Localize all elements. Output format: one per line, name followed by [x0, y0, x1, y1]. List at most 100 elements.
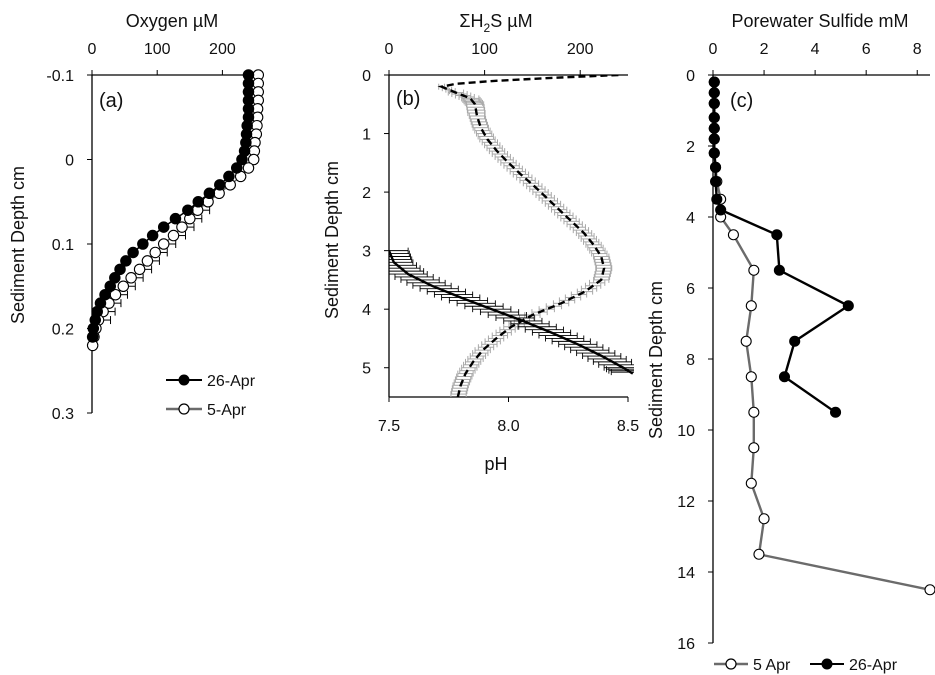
panel-b-series-h2s — [437, 75, 619, 397]
data-point — [748, 406, 760, 418]
data-point — [727, 229, 739, 241]
data-point — [758, 513, 770, 525]
panel-a-legend: 26-Apr 5-Apr — [166, 373, 256, 419]
panel-b-label: (b) — [396, 88, 420, 110]
data-point — [711, 193, 723, 205]
data-point — [708, 133, 720, 145]
legend-26apr-label: 26-Apr — [849, 657, 898, 674]
legend-26-apr-label: 26-Apr — [207, 373, 256, 390]
panel-a-y-tick-label: -0.1 — [46, 68, 74, 85]
data-point — [708, 122, 720, 134]
panel-c-series — [708, 76, 935, 596]
data-point — [745, 300, 757, 312]
data-point — [127, 246, 139, 259]
data-point — [133, 263, 146, 276]
panel-b-y-tick-label: 5 — [362, 361, 371, 378]
data-point — [167, 229, 180, 242]
panel-c-x-tick-label: 4 — [811, 41, 820, 58]
panel-a-series-26-apr — [86, 69, 255, 343]
panel-b-y-tick-label: 3 — [362, 244, 371, 261]
data-point — [137, 238, 149, 250]
series-line — [713, 82, 851, 414]
panel-a-x-tick-label: 200 — [209, 41, 236, 58]
data-point — [708, 97, 720, 109]
data-point — [842, 300, 854, 312]
panel-c-y-tick-label: 2 — [686, 139, 695, 156]
panel-c-x-tick-label: 2 — [760, 41, 769, 58]
series-line — [91, 75, 260, 346]
panel-b-y-tick-label: 4 — [362, 302, 371, 319]
data-point — [223, 170, 235, 183]
data-point — [157, 238, 170, 250]
data-point — [230, 162, 243, 174]
panel-a-axes: 0 100 200 -0.1 0 0.1 0.2 0.3 — [46, 41, 255, 423]
panel-c-y-tick-label: 4 — [686, 210, 695, 227]
panel-c-y-tick-label: 14 — [677, 565, 695, 582]
data-point — [924, 584, 935, 596]
panel-b-plot-area — [389, 75, 634, 397]
data-point — [86, 331, 99, 343]
data-point — [247, 153, 260, 166]
data-point — [708, 76, 720, 88]
panel-a-y-tick-label: 0.2 — [52, 322, 74, 339]
h2s-line — [437, 75, 619, 397]
data-point — [192, 196, 205, 208]
data-point — [146, 229, 159, 242]
panel-c-x-tick-label: 6 — [862, 41, 871, 58]
panel-c-y-tick-label: 0 — [686, 68, 695, 85]
legend-26-apr-marker — [178, 374, 190, 386]
panel-a-label: (a) — [99, 90, 123, 112]
panel-b-y-tick-label: 1 — [362, 127, 371, 144]
data-point — [773, 264, 785, 276]
data-point — [182, 204, 194, 216]
data-point — [829, 406, 842, 418]
panel-c-x-tick-label: 8 — [913, 41, 922, 58]
panel-b-bottom-tick-label: 8.0 — [497, 418, 519, 435]
data-point — [745, 477, 757, 489]
panel-a-x-tick-label: 100 — [144, 41, 171, 58]
data-point — [778, 371, 791, 383]
panel-b-y-axis-label: Sediment Depth cm — [322, 161, 342, 319]
panel-a-title: Oxygen µM — [126, 11, 218, 31]
data-point — [104, 280, 117, 292]
data-point — [748, 264, 760, 276]
data-point — [125, 272, 137, 284]
panel-b-y-tick-label: 2 — [362, 185, 371, 202]
data-point — [157, 221, 170, 233]
data-point — [203, 187, 216, 200]
data-point — [141, 255, 154, 267]
data-point — [710, 175, 722, 188]
legend-5apr-label: 5 Apr — [753, 657, 791, 674]
panel-c-y-axis-label: Sediment Depth cm — [646, 281, 666, 439]
panel-b-series-ph — [389, 247, 634, 376]
data-point — [214, 179, 226, 191]
legend-5-apr-marker — [178, 403, 190, 415]
legend-5-apr-label: 5-Apr — [207, 402, 247, 419]
data-point — [236, 153, 248, 166]
panel-c-series-5-apr — [708, 76, 935, 596]
panel-b-top-tick-label: 0 — [385, 41, 394, 58]
panel-c-y-tick-label: 16 — [677, 636, 695, 653]
data-point — [708, 147, 720, 159]
panel-b-axes: 0 100 200 7.5 8.0 8.5 0 1 2 3 4 5 — [362, 41, 639, 435]
panel-c-legend: 5 Apr 26-Apr — [714, 657, 898, 674]
data-point — [771, 229, 783, 241]
panel-b-top-tick-label: 200 — [567, 41, 594, 58]
data-point — [176, 221, 188, 233]
panel-b-top-tick-label: 100 — [471, 41, 498, 58]
panel-c-y-tick-label: 8 — [686, 352, 695, 369]
ph-line — [389, 250, 634, 375]
panel-a-series — [86, 69, 265, 352]
panel-a-y-tick-label: 0.1 — [52, 237, 74, 254]
panel-c-label: (c) — [730, 90, 753, 112]
panel-b-y-tick-label: 0 — [362, 68, 371, 85]
panel-b-h2s-ph-chart: ΣH2S µM (b) Sediment Depth cm pH 0 100 200… — [322, 11, 639, 474]
data-point — [708, 87, 720, 99]
panel-b-bottom-tick-label: 8.5 — [617, 418, 639, 435]
data-point — [242, 162, 255, 174]
data-point — [708, 112, 720, 124]
panel-b-bottom-axis-label: pH — [484, 454, 507, 474]
legend-5apr-marker — [725, 658, 737, 670]
panel-a-x-tick-label: 0 — [88, 41, 97, 58]
